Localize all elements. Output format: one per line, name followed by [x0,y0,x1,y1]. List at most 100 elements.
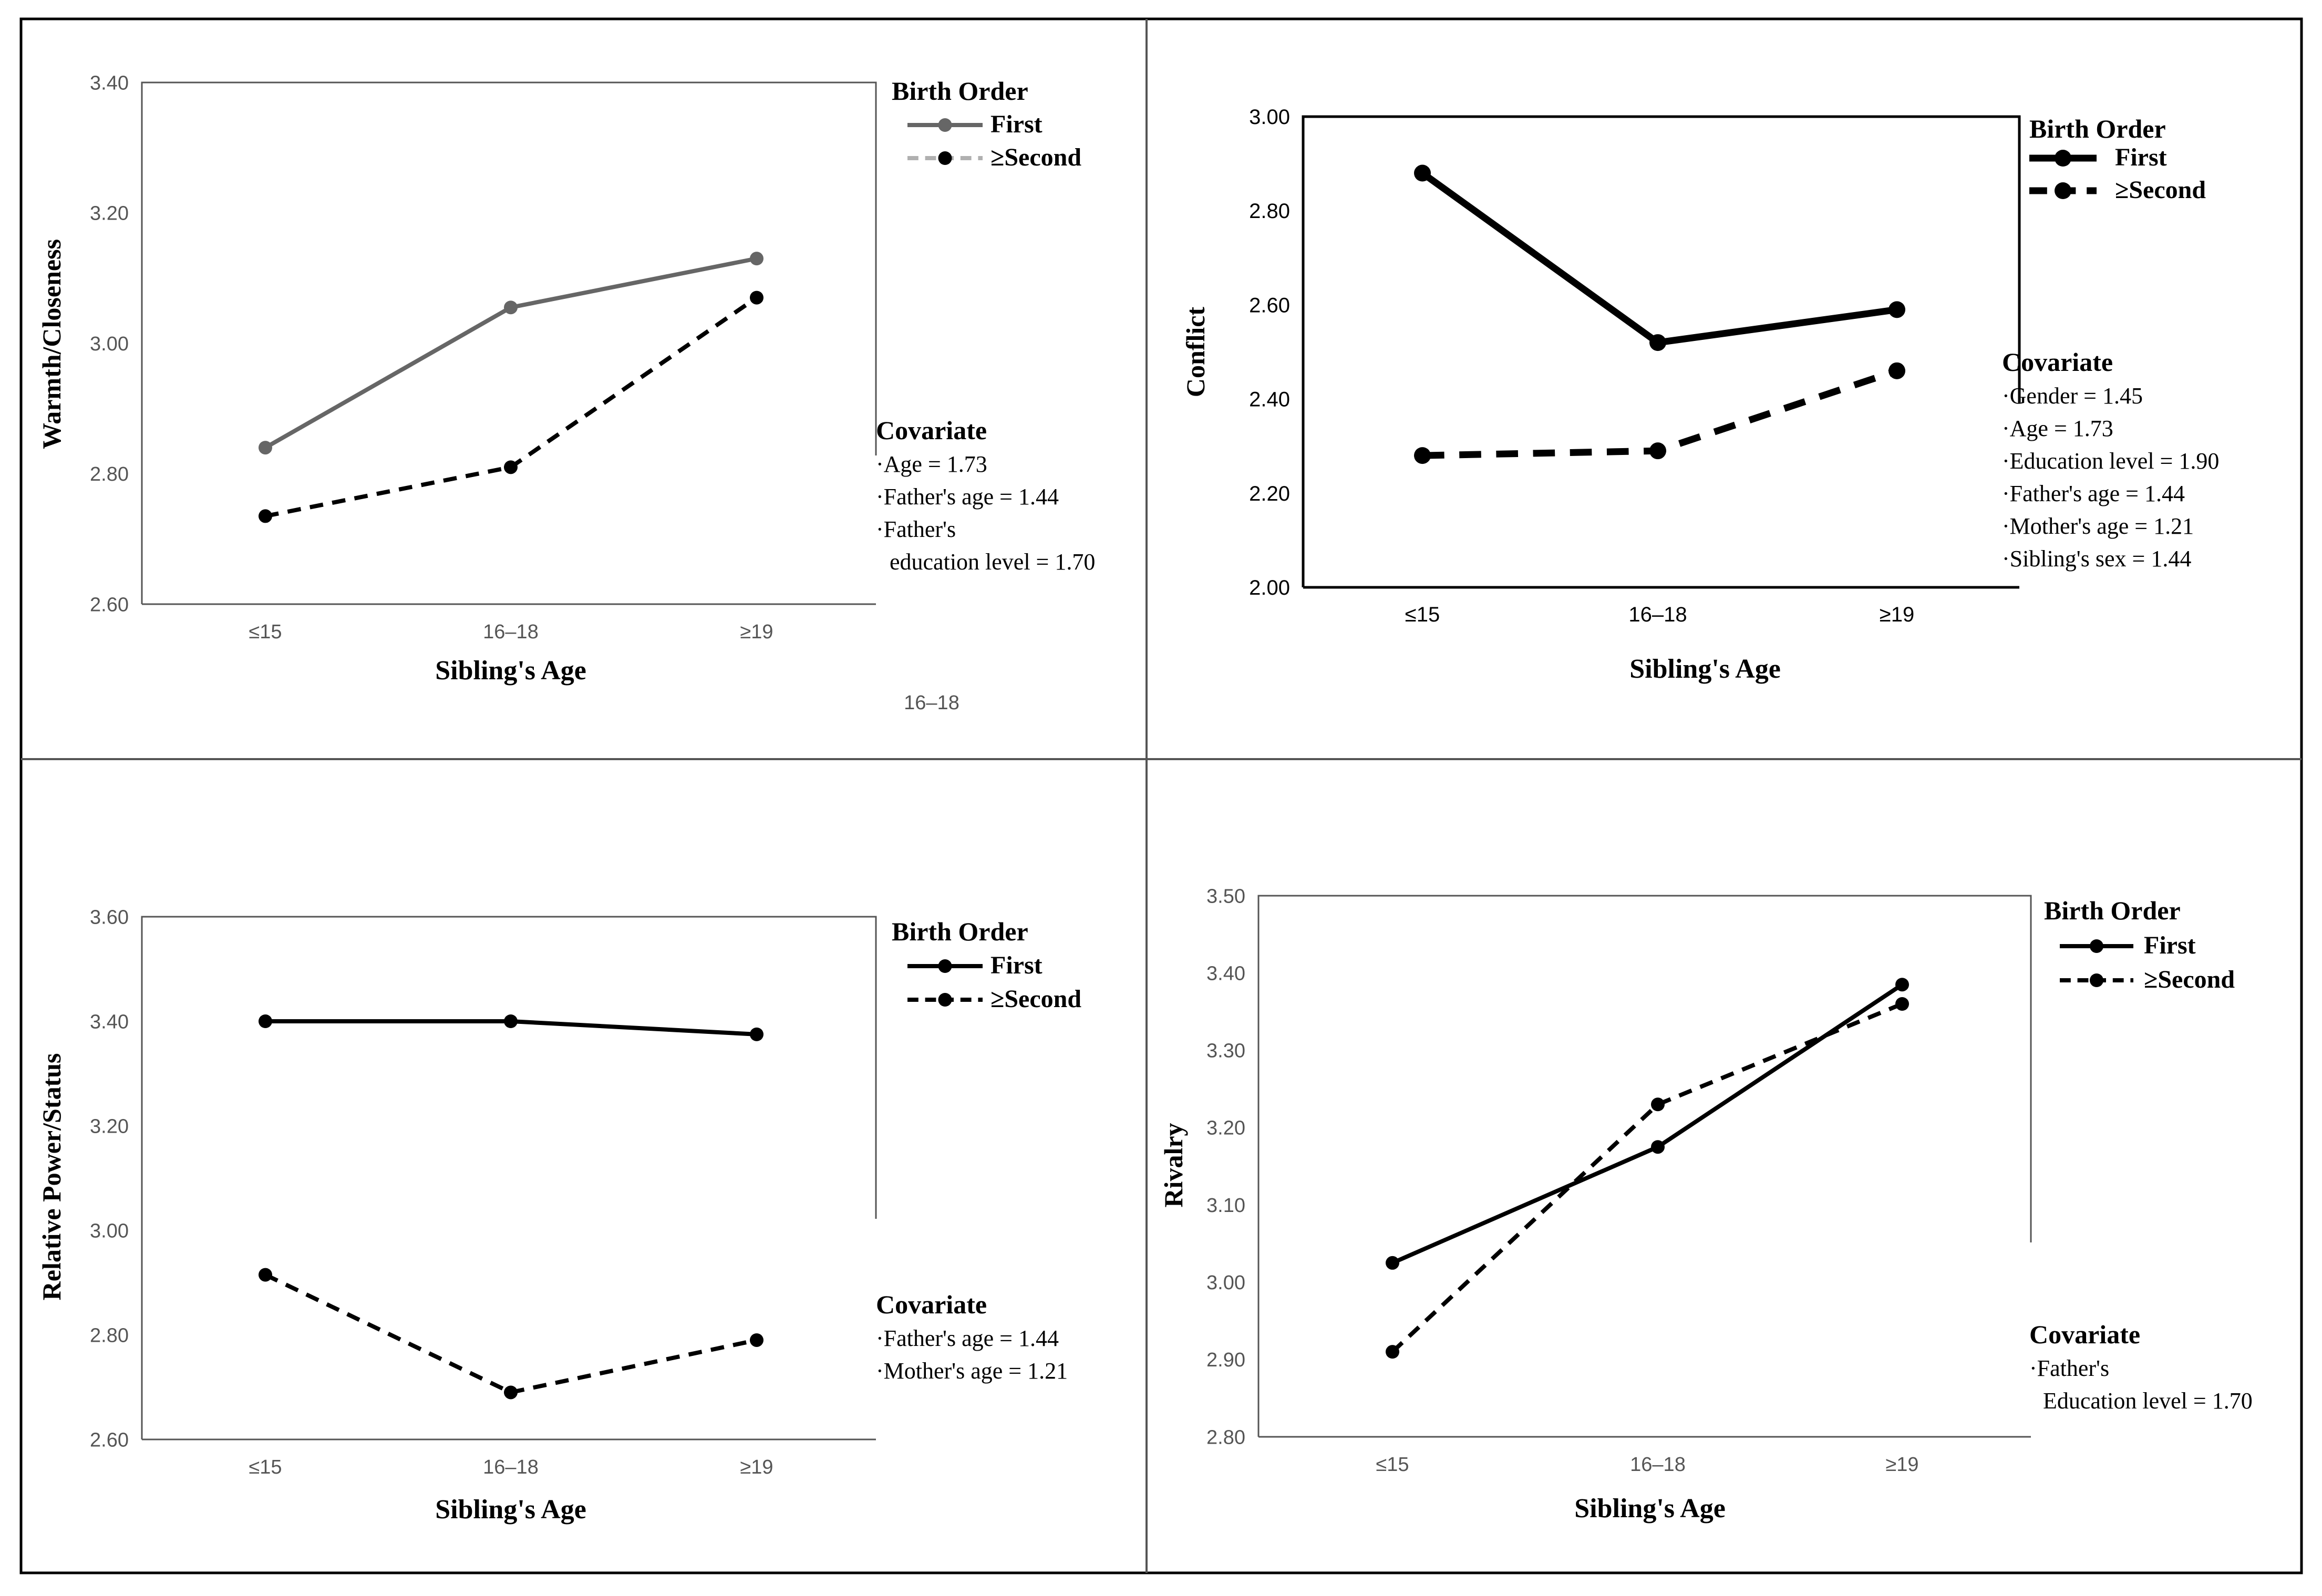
series-line-second [1391,1002,1903,1354]
x-tick-label: ≥19 [1885,1454,1918,1476]
y-tick-label: 3.00 [90,1220,129,1242]
data-point [259,509,272,523]
y-tick-label: 3.60 [90,906,129,928]
legend-label: First [2115,143,2167,171]
legend-label: First [990,951,1043,979]
legend-title: Birth Order [892,917,1028,946]
x-tick-label: ≤15 [249,621,282,643]
covariate-item: ·Sibling's sex = 1.44 [2002,546,2191,572]
y-tick-label: 3.00 [1206,1272,1245,1294]
y-axis-title: Rivalry [1159,1123,1188,1207]
chart-panel-top-left: 2.60 2.80 3.00 3.20 3.40 ≤15 16–18 ≥19 Sibling's… [37,72,1095,686]
legend-swatch-marker [938,118,952,132]
covariate-item: ·Father's [2029,1355,2109,1381]
data-point [1651,1140,1665,1154]
covariate-item: ·Father's [876,516,956,542]
legend-swatch-marker [2090,939,2103,953]
legend-label: ≥Second [990,143,1081,171]
y-tick-label: 2.90 [1206,1349,1245,1371]
data-point [1386,1256,1399,1270]
covariate-item: ·Age = 1.73 [876,451,987,477]
y-tick-label: 3.40 [90,72,129,94]
data-point [1888,301,1905,318]
x-tick-label: 16–18 [483,1456,539,1478]
chart-panels: 2.60 2.80 3.00 3.20 3.40 ≤15 16–18 ≥19 Sibling's… [37,72,2253,1525]
y-tick-label: 2.80 [1249,200,1290,223]
covariate-title: Covariate [876,416,987,445]
legend-title: Birth Order [2029,114,2166,143]
data-point [1651,1097,1665,1112]
data-point [1414,447,1431,464]
x-tick-label: ≥19 [740,1456,773,1478]
y-tick-label: 3.40 [1206,962,1245,984]
data-point [750,1027,763,1041]
covariate-item: ·Age = 1.73 [2002,416,2113,441]
plot-frame [141,916,877,1439]
y-tick-label: 2.20 [1249,482,1290,505]
covariate-item: ·Father's age = 1.44 [876,484,1059,510]
data-point [1414,164,1431,182]
covariate-title: Covariate [2002,347,2113,377]
legend-title: Birth Order [2044,896,2181,925]
legend-swatch-marker [2090,973,2103,987]
legend-swatch-marker [938,151,952,165]
covariate-item: education level = 1.70 [890,549,1095,575]
chart-panel-top-right: 2.00 2.20 2.40 2.60 2.80 3.00 ≤15 16–18 ≥19 Sibli… [1181,106,2219,684]
plot-frame [1257,895,2032,1437]
y-tick-label: 2.80 [90,1324,129,1346]
covariate-item: ·Mother's age = 1.21 [876,1358,1068,1384]
y-tick-label: 2.60 [1249,294,1290,317]
y-tick-label: 3.00 [90,333,129,355]
figure-border [19,17,2303,1574]
legend-swatch-marker [2055,150,2071,167]
covariate-item: ·Mother's age = 1.21 [2002,513,2194,539]
data-point [504,1014,518,1028]
legend-label: ≥Second [2115,176,2206,204]
y-axis-title: Warmth/Closeness [37,239,66,449]
x-axis-title: Sibling's Age [1629,654,1781,684]
y-tick-label: 3.40 [90,1011,129,1033]
chart-panel-bottom-right: 2.80 2.90 3.00 3.10 3.20 3.30 3.40 3.50 ≤15 16–18… [1159,885,2253,1524]
legend-label: First [990,110,1043,138]
y-tick-label: 2.60 [90,594,129,616]
y-tick-label: 3.20 [90,1115,129,1137]
stray-axis-label: 16–18 [904,692,959,714]
y-axis-title: Relative Power/Status [37,1053,66,1301]
data-point [504,460,518,474]
plot-frame [1302,115,2021,587]
data-point [1649,442,1666,460]
x-tick-label: ≥19 [1880,603,1914,626]
x-tick-label: ≥19 [740,621,773,643]
legend-swatch-marker [2055,182,2071,199]
data-point [1888,362,1905,379]
data-point [504,300,518,315]
data-point [750,291,763,305]
series-line-first [264,256,757,450]
x-axis-title: Sibling's Age [1574,1494,1726,1524]
data-point [504,1385,518,1400]
legend-label: ≥Second [2144,966,2235,993]
covariate-item: ·Education level = 1.90 [2002,448,2219,474]
series-line-second [264,1272,757,1395]
y-tick-label: 2.60 [90,1429,129,1451]
legend-label: ≥Second [990,985,1081,1013]
x-tick-label: 16–18 [1628,603,1687,626]
y-tick-label: 3.30 [1206,1040,1245,1062]
data-point [259,1268,272,1282]
covariate-title: Covariate [2029,1320,2140,1349]
covariate-item: Education level = 1.70 [2043,1388,2253,1414]
series-line-first [1391,982,1904,1265]
data-point [1649,334,1666,351]
chart-panel-bottom-left: 2.60 2.80 3.00 3.20 3.40 3.60 ≤15 16–18 ≥19 Sibli… [37,906,1081,1525]
data-point [1895,997,1909,1011]
y-tick-label: 2.00 [1249,576,1290,599]
y-tick-label: 3.50 [1206,885,1245,907]
data-point [259,1014,272,1028]
y-axis-title: Conflict [1181,307,1210,398]
x-axis-title: Sibling's Age [435,1495,586,1525]
legend-swatch-marker [938,993,952,1007]
x-tick-label: 16–18 [483,621,539,643]
data-point [750,1333,763,1347]
covariate-item: ·Gender = 1.45 [2002,383,2143,409]
